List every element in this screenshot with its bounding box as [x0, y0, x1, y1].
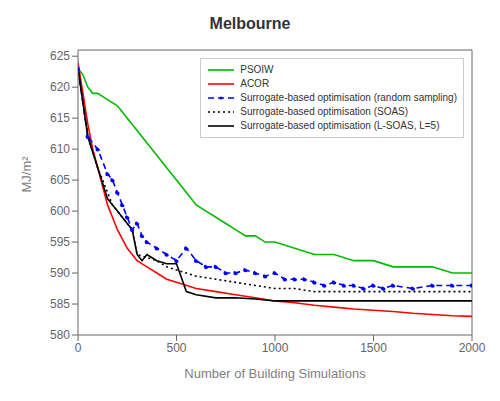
svg-text:610: 610 — [50, 142, 70, 156]
svg-text:MJ/m²: MJ/m² — [19, 156, 34, 193]
html-text:PSOIW: PSOIW — [240, 64, 274, 75]
svg-text:Number of Building Simulations: Number of Building Simulations — [184, 366, 366, 381]
html-text:Surrogate-based optimisation (: Surrogate-based optimisation (L-SOAS, L=… — [240, 120, 440, 131]
svg-text:625: 625 — [50, 49, 70, 63]
svg-text:595: 595 — [50, 235, 70, 249]
svg-text:615: 615 — [50, 111, 70, 125]
html-text:Surrogate-based optimisation (: Surrogate-based optimisation (SOAS) — [240, 106, 409, 117]
svg-text:580: 580 — [50, 328, 70, 342]
svg-text:585: 585 — [50, 297, 70, 311]
svg-text:590: 590 — [50, 266, 70, 280]
svg-text:1500: 1500 — [360, 341, 387, 355]
svg-text:2000: 2000 — [459, 341, 486, 355]
svg-text:0: 0 — [75, 341, 82, 355]
svg-text:605: 605 — [50, 173, 70, 187]
svg-text:500: 500 — [166, 341, 186, 355]
html-text:ACOR: ACOR — [240, 78, 270, 89]
svg-text:620: 620 — [50, 80, 70, 94]
html-text:Surrogate-based optimisation (: Surrogate-based optimisation (random sam… — [240, 92, 457, 103]
svg-text:1000: 1000 — [262, 341, 289, 355]
html-text:Melbourne: Melbourne — [209, 15, 291, 32]
svg-text:600: 600 — [50, 204, 70, 218]
